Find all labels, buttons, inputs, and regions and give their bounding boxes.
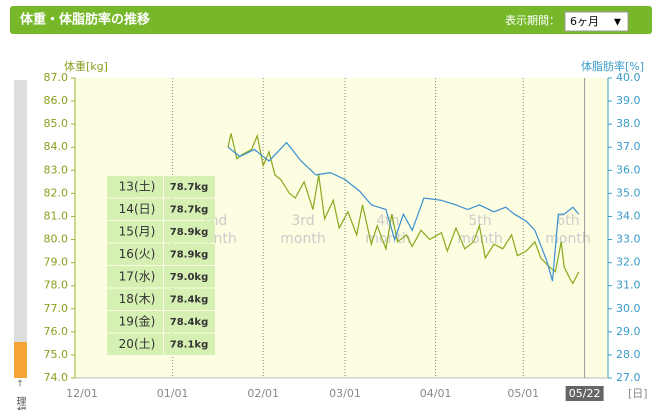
- series-line: [227, 141, 580, 282]
- x-tick-label: 12/01: [66, 387, 98, 400]
- ideal-bar: [14, 80, 27, 342]
- y2-tick-label: 31.0: [616, 279, 641, 292]
- y2-tick-label: 27.0: [616, 371, 641, 384]
- period-select[interactable]: 6ヶ月 ▼: [564, 11, 629, 32]
- day-cell: [107, 266, 163, 288]
- y2-tick-label: 38.0: [616, 117, 641, 130]
- day-cell: [107, 333, 163, 355]
- day-text: 15(月): [119, 225, 156, 239]
- period-label: 表示期間：: [505, 13, 560, 27]
- y2-title: 体脂肪率[%]: [581, 59, 644, 73]
- header-bar: [10, 6, 652, 34]
- ideal-label: 理想体: [14, 396, 26, 410]
- today-box: [565, 386, 604, 401]
- day-cell: [107, 288, 163, 310]
- weight-cell: [164, 198, 215, 220]
- day-text: 20(土): [119, 337, 156, 351]
- day-text: 19(金): [119, 314, 156, 329]
- weight-text: 78.4kg: [170, 317, 208, 328]
- y-tick-label: 83.0: [44, 163, 69, 176]
- y-tick-label: 74.0: [44, 371, 69, 384]
- y2-tick-label: 36.0: [616, 163, 641, 176]
- month-label: 3rd: [291, 213, 314, 229]
- x-tick-label: 05/22: [569, 387, 601, 400]
- y-tick-label: 84.0: [44, 140, 69, 153]
- weight-cell: [164, 266, 215, 288]
- x-tick-label: 04/01: [420, 387, 452, 400]
- weight-text: 78.7kg: [170, 182, 208, 193]
- day-cell: [107, 198, 163, 220]
- month-word: month: [545, 231, 590, 247]
- weight-text: 78.9kg: [170, 250, 208, 261]
- select-value[interactable]: 6ヶ月: [570, 15, 599, 28]
- y-tick-label: 86.0: [44, 94, 69, 107]
- weight-cell: [164, 176, 215, 198]
- day-cell: [107, 311, 163, 333]
- select-box[interactable]: [564, 11, 629, 32]
- ideal-arrow: ↑: [16, 380, 24, 390]
- month-word: month: [457, 231, 502, 247]
- y2-tick-label: 37.0: [616, 140, 641, 153]
- weight-text: 78.7kg: [170, 205, 208, 216]
- y2-tick-label: 33.0: [616, 233, 641, 246]
- y2-tick-label: 39.0: [616, 94, 641, 107]
- weight-text: 79.0kg: [170, 272, 208, 283]
- y2-tick-label: 32.0: [616, 256, 641, 269]
- y-tick-label: 82.0: [44, 186, 69, 199]
- day-cell: [107, 243, 163, 265]
- y-tick-label: 80.0: [44, 233, 69, 246]
- y-tick-label: 85.0: [44, 117, 69, 130]
- weight-cell: [164, 311, 215, 333]
- day-text: 14(日): [119, 202, 156, 216]
- y-tick-label: 76.0: [44, 325, 69, 338]
- weight-cell: [164, 333, 215, 355]
- x-unit: [日]: [628, 387, 648, 400]
- y2-tick-label: 28.0: [616, 348, 641, 361]
- weight-cell: [164, 288, 215, 310]
- y2-tick-label: 29.0: [616, 325, 641, 338]
- y2-tick-label: 35.0: [616, 186, 641, 199]
- y-tick-label: 78.0: [44, 279, 69, 292]
- ideal-bar-fill: [14, 342, 27, 378]
- weight-cell: [164, 221, 215, 243]
- y-tick-label: 75.0: [44, 348, 69, 361]
- y2-tick-label: 34.0: [616, 209, 641, 222]
- y-tick-label: 81.0: [44, 209, 69, 222]
- weight-cell: [164, 243, 215, 265]
- y-tick-label: 87.0: [44, 71, 69, 84]
- y-title: 体重[kg]: [64, 59, 108, 73]
- y2-tick-label: 40.0: [616, 71, 641, 84]
- y2-tick-label: 30.0: [616, 302, 641, 315]
- x-tick-label: 02/01: [247, 387, 279, 400]
- x-tick-label: 01/01: [157, 387, 189, 400]
- day-cell: [107, 221, 163, 243]
- month-word: month: [280, 231, 325, 247]
- weight-text: 78.1kg: [170, 340, 208, 351]
- y-tick-label: 79.0: [44, 256, 69, 269]
- day-cell: [107, 176, 163, 198]
- series-line: [227, 133, 580, 285]
- y-tick-label: 77.0: [44, 302, 69, 315]
- x-tick-label: 05/01: [507, 387, 539, 400]
- day-text: 17(水): [119, 270, 156, 284]
- day-text: 18(木): [119, 292, 156, 306]
- header-title: 体重・体脂肪率の推移: [20, 12, 150, 28]
- day-table: 13(土) 78.7kg 14(日) 78.7kg 15(月) 78.9kg 16(火) 78…: [107, 176, 215, 355]
- plot-bg: [75, 78, 608, 378]
- x-tick-label: 03/01: [329, 387, 361, 400]
- day-text: 16(火): [119, 247, 156, 261]
- weight-text: 78.9kg: [170, 227, 208, 238]
- month-label: 6th: [556, 213, 579, 229]
- weight-text: 78.4kg: [170, 295, 208, 306]
- month-label: 5th: [468, 213, 491, 229]
- select-arrow[interactable]: ▼: [614, 18, 621, 28]
- day-text: 13(土): [119, 180, 156, 194]
